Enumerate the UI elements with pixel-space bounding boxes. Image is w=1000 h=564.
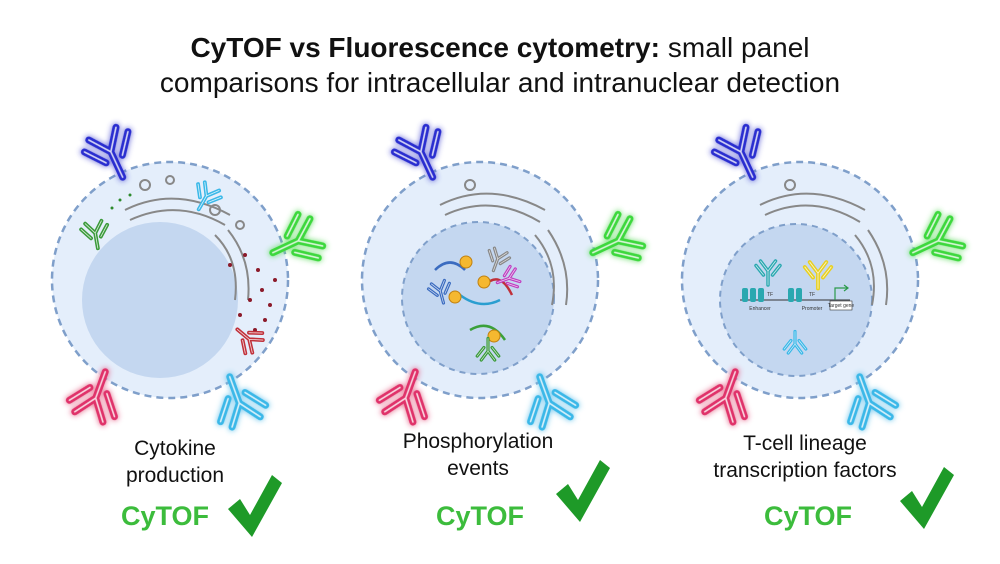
antibody [710, 123, 762, 181]
method-label: CyTOF [436, 501, 524, 531]
antibody-highlight [783, 331, 807, 354]
antibody-highlight [496, 266, 521, 288]
antibody-highlight [529, 376, 577, 428]
vesicles [110, 193, 132, 210]
checkmark [556, 460, 610, 522]
panel-label: events [447, 457, 509, 480]
panel-label: Cytokine [134, 437, 216, 460]
antibody [80, 123, 132, 181]
antibody-highlight [272, 213, 324, 259]
antibody [487, 246, 512, 273]
golgi [124, 175, 250, 301]
antibodies [65, 123, 967, 431]
antibody-highlight [428, 280, 450, 304]
antibody [390, 123, 442, 181]
antibody [475, 336, 501, 362]
promoter-label: Promoter [802, 306, 823, 312]
antibody-highlight [197, 181, 222, 210]
antibody [375, 368, 428, 426]
antibody [802, 260, 834, 291]
method-label: CyTOF [121, 501, 209, 531]
checkmark [228, 475, 282, 537]
antibody-highlight [83, 126, 129, 178]
tss-arrow [834, 284, 849, 300]
antibody [79, 218, 110, 251]
panel-label: T-cell lineage [743, 432, 867, 455]
antibody [495, 264, 522, 289]
antibody [782, 329, 808, 355]
antibody-highlight [393, 126, 439, 178]
enhancer-label: Enhancer [749, 306, 771, 312]
antibody-highlight [236, 328, 264, 354]
antibody [589, 210, 647, 262]
antibody-highlight [488, 247, 510, 272]
antibody-highlight [592, 213, 644, 259]
title-line-1: CyTOF vs Fluorescence cytometry: small pa… [190, 32, 809, 63]
antibody [235, 327, 265, 356]
golgi [439, 179, 569, 306]
antibody-highlight [378, 371, 426, 423]
antibody [196, 180, 223, 212]
antibody-highlight [849, 376, 897, 428]
panel-label: transcription factors [713, 459, 896, 482]
tf-label: TF [809, 292, 815, 298]
antibody-highlight [713, 126, 759, 178]
title-line-2: comparisons for intracellular and intran… [160, 67, 840, 98]
antibody [909, 210, 967, 262]
panel-label: production [126, 464, 224, 487]
antibody-highlight [80, 220, 108, 249]
antibody [217, 373, 270, 431]
panel-labels: Cytokine production CyTOF Phosphorylation ev… [121, 430, 954, 537]
target-gene-box [829, 300, 853, 311]
antibody [527, 373, 580, 431]
nucleus [401, 221, 555, 375]
target-gene-label: Target gene [828, 303, 855, 309]
panel-label: Phosphorylation [403, 430, 554, 453]
nucleus [82, 222, 238, 378]
tf-label: TF [767, 292, 773, 298]
antibody-highlight [912, 213, 964, 259]
golgi [759, 179, 889, 306]
antibody [426, 278, 451, 305]
title-bold: CyTOF vs Fluorescence cytometry: [190, 32, 659, 63]
checkmark [900, 467, 954, 529]
antibody [847, 373, 900, 431]
nucleosomes [742, 288, 802, 302]
antibody [754, 259, 782, 287]
cytokines [228, 253, 277, 332]
method-label: CyTOF [764, 501, 852, 531]
antibody [695, 368, 748, 426]
phospho-groups [448, 255, 501, 343]
antibody-highlight [698, 371, 746, 423]
antibody-highlight [804, 261, 832, 289]
antibody [65, 368, 118, 426]
title-rest: small panel [668, 32, 810, 63]
antibody-highlight [68, 371, 116, 423]
antibody-highlight [755, 260, 781, 286]
antibody-highlight [219, 376, 267, 428]
antibody-highlight [476, 338, 500, 361]
antibody [269, 210, 327, 262]
